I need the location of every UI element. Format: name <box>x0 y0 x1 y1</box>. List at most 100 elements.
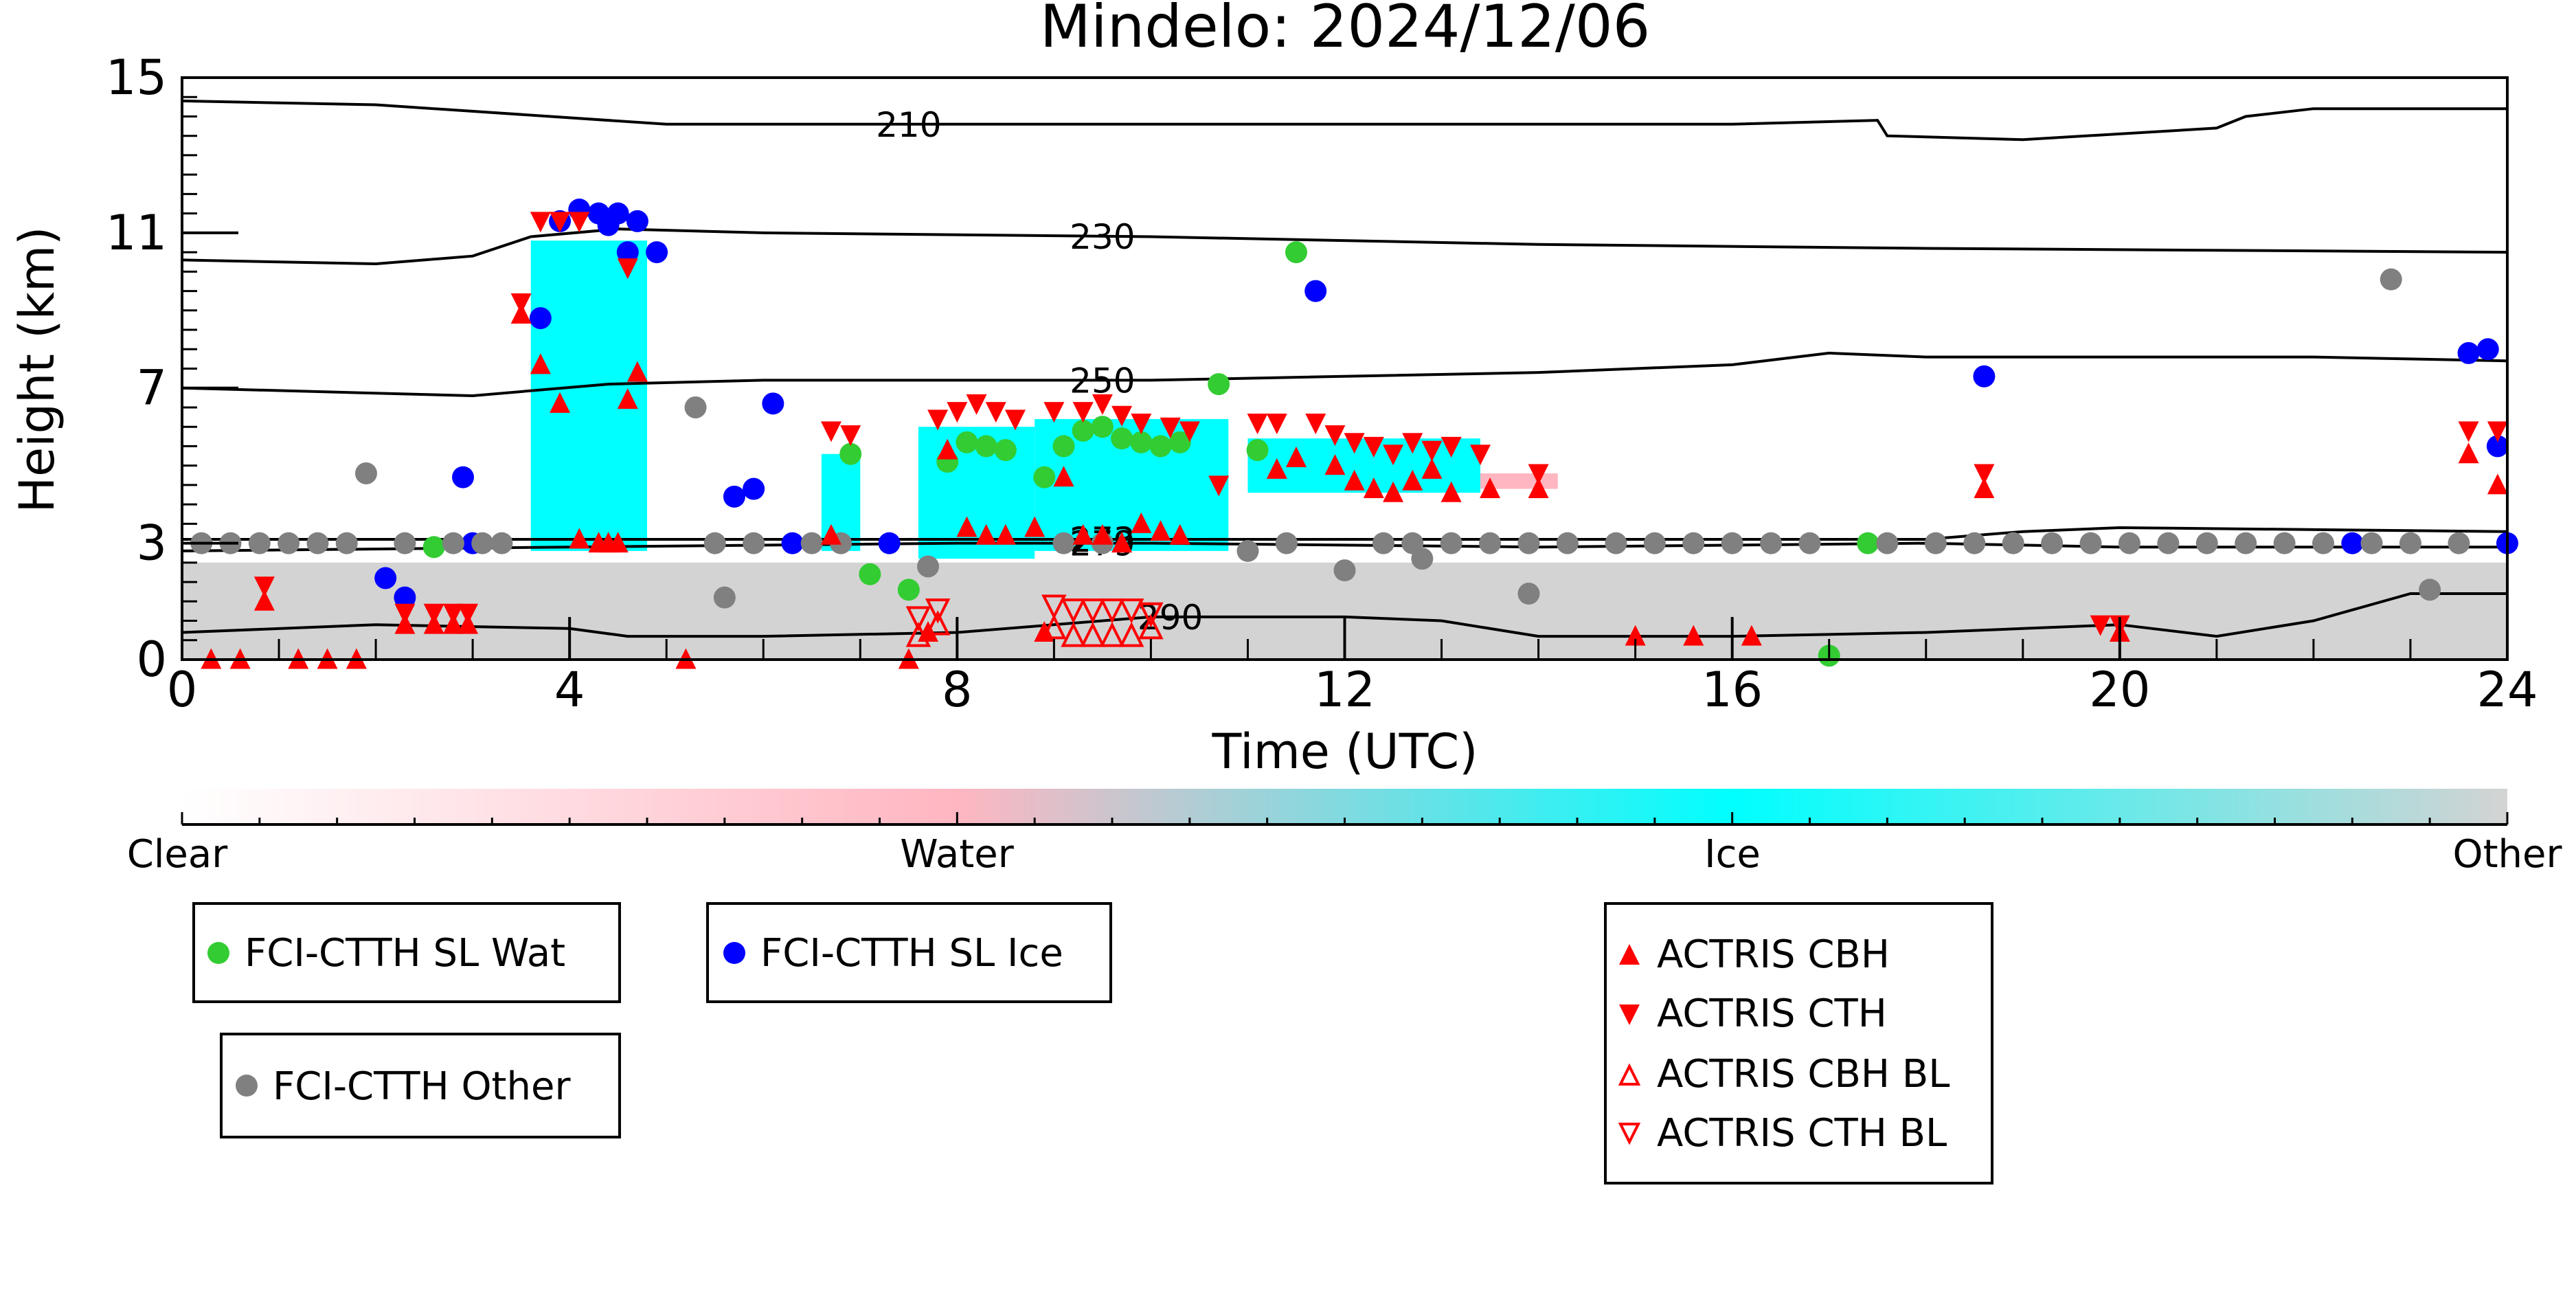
marker-triangle-up <box>569 528 590 549</box>
marker-circle <box>800 532 823 554</box>
marker-circle <box>897 579 920 601</box>
marker-triangle-down-open <box>1080 598 1106 624</box>
marker-triangle-up <box>1072 524 1094 545</box>
marker-circle <box>1556 532 1579 554</box>
marker-circle <box>354 462 377 484</box>
marker-triangle-down <box>840 425 861 446</box>
marker-circle <box>2312 532 2335 554</box>
marker-triangle-up <box>1266 458 1287 479</box>
marker-circle <box>2118 532 2140 554</box>
marker-triangle-down-open <box>1118 598 1144 624</box>
x-tick-label: 20 <box>2089 662 2150 718</box>
marker-circle <box>2419 579 2441 601</box>
contour-line-210 <box>182 99 2507 142</box>
marker-triangle-up <box>1440 481 1462 502</box>
marker-circle <box>1208 373 1230 396</box>
legend-frame <box>706 902 1112 1003</box>
marker-circle <box>1304 280 1327 302</box>
marker-circle <box>646 241 668 264</box>
marker-triangle-up-open <box>1080 622 1106 647</box>
marker-circle <box>781 532 804 554</box>
marker-circle <box>2360 532 2383 554</box>
marker-circle <box>2380 268 2402 291</box>
marker-circle <box>1091 416 1114 438</box>
marker-triangle-down <box>947 402 968 423</box>
marker-circle <box>703 532 726 554</box>
marker-triangle-down <box>1179 421 1200 442</box>
marker-triangle-down <box>1092 394 1113 415</box>
y-tick-label: 15 <box>106 49 167 106</box>
marker-circle <box>1963 532 1986 554</box>
marker-circle <box>1033 466 1056 489</box>
marker-circle <box>684 396 707 418</box>
y-tick-label: 0 <box>136 631 167 688</box>
marker-triangle-up <box>253 590 275 611</box>
marker-circle <box>2235 532 2257 554</box>
legend-box-water: FCI-CTTH SL Wat <box>192 902 621 1003</box>
marker-triangle-down <box>1974 464 1995 485</box>
contour-line-290 <box>182 592 2507 638</box>
marker-circle <box>1246 439 1269 462</box>
marker-triangle-up <box>626 361 648 382</box>
marker-circle <box>1285 241 1307 264</box>
legend-swatch-triangle-up <box>1619 944 1640 965</box>
marker-triangle-up <box>607 532 629 553</box>
y-tick-label: 11 <box>106 205 167 261</box>
marker-triangle-down <box>550 212 571 233</box>
colorbar-label-other: Other <box>2452 832 2562 877</box>
marker-circle <box>762 392 784 415</box>
marker-triangle-up <box>1625 625 1646 646</box>
colorbar-label-clear: Clear <box>127 832 228 877</box>
marker-circle <box>1411 548 1434 570</box>
marker-circle <box>1517 532 1540 554</box>
marker-circle <box>1605 532 1627 554</box>
legend-swatch-circle <box>723 942 745 964</box>
marker-circle <box>626 210 648 232</box>
legend-label: ACTRIS CTH <box>1657 991 1887 1036</box>
marker-triangle-down <box>1247 414 1268 435</box>
legend-swatch-circle <box>207 942 229 964</box>
marker-circle <box>2002 532 2024 554</box>
marker-triangle-up <box>1169 524 1190 545</box>
colorbar-label-water: Water <box>900 832 1015 877</box>
y-axis-label: Height (km) <box>9 227 65 513</box>
marker-circle <box>1760 532 1783 554</box>
marker-triangle-up <box>530 353 551 374</box>
marker-triangle-up <box>1741 625 1762 646</box>
marker-circle <box>335 532 358 554</box>
marker-triangle-up <box>1324 454 1346 475</box>
legend-label: FCI-CTTH Other <box>273 1064 571 1109</box>
marker-triangle-up <box>1150 520 1171 541</box>
marker-triangle-down <box>510 293 532 315</box>
marker-circle <box>1924 532 1947 554</box>
marker-circle <box>1052 532 1075 554</box>
marker-circle <box>2041 532 2064 554</box>
marker-triangle-down <box>1324 425 1346 446</box>
marker-circle <box>1682 532 1705 554</box>
marker-triangle-up <box>1383 481 1404 502</box>
marker-circle <box>1111 427 1133 450</box>
marker-triangle-down <box>1160 417 1181 438</box>
marker-triangle-down <box>820 421 841 442</box>
marker-circle <box>723 485 745 508</box>
marker-circle <box>956 431 978 453</box>
marker-triangle-down <box>530 212 551 233</box>
marker-triangle-down <box>1440 436 1462 458</box>
marker-circle <box>1643 532 1666 554</box>
marker-triangle-down <box>253 576 275 598</box>
marker-triangle-down <box>1208 475 1230 497</box>
marker-circle <box>2457 341 2480 364</box>
marker-triangle-down-open <box>1099 598 1125 624</box>
marker-triangle-up <box>1480 478 1501 499</box>
marker-triangle-down <box>569 212 590 233</box>
marker-circle <box>422 536 445 559</box>
marker-circle <box>713 586 736 609</box>
legend-swatch-triangle-down-open <box>1618 1123 1641 1145</box>
marker-circle <box>490 532 513 554</box>
marker-triangle-up <box>1683 625 1704 646</box>
marker-circle <box>452 466 475 489</box>
marker-circle <box>1275 532 1298 554</box>
contour-label-230: 230 <box>1070 217 1135 257</box>
marker-circle <box>2486 435 2509 458</box>
